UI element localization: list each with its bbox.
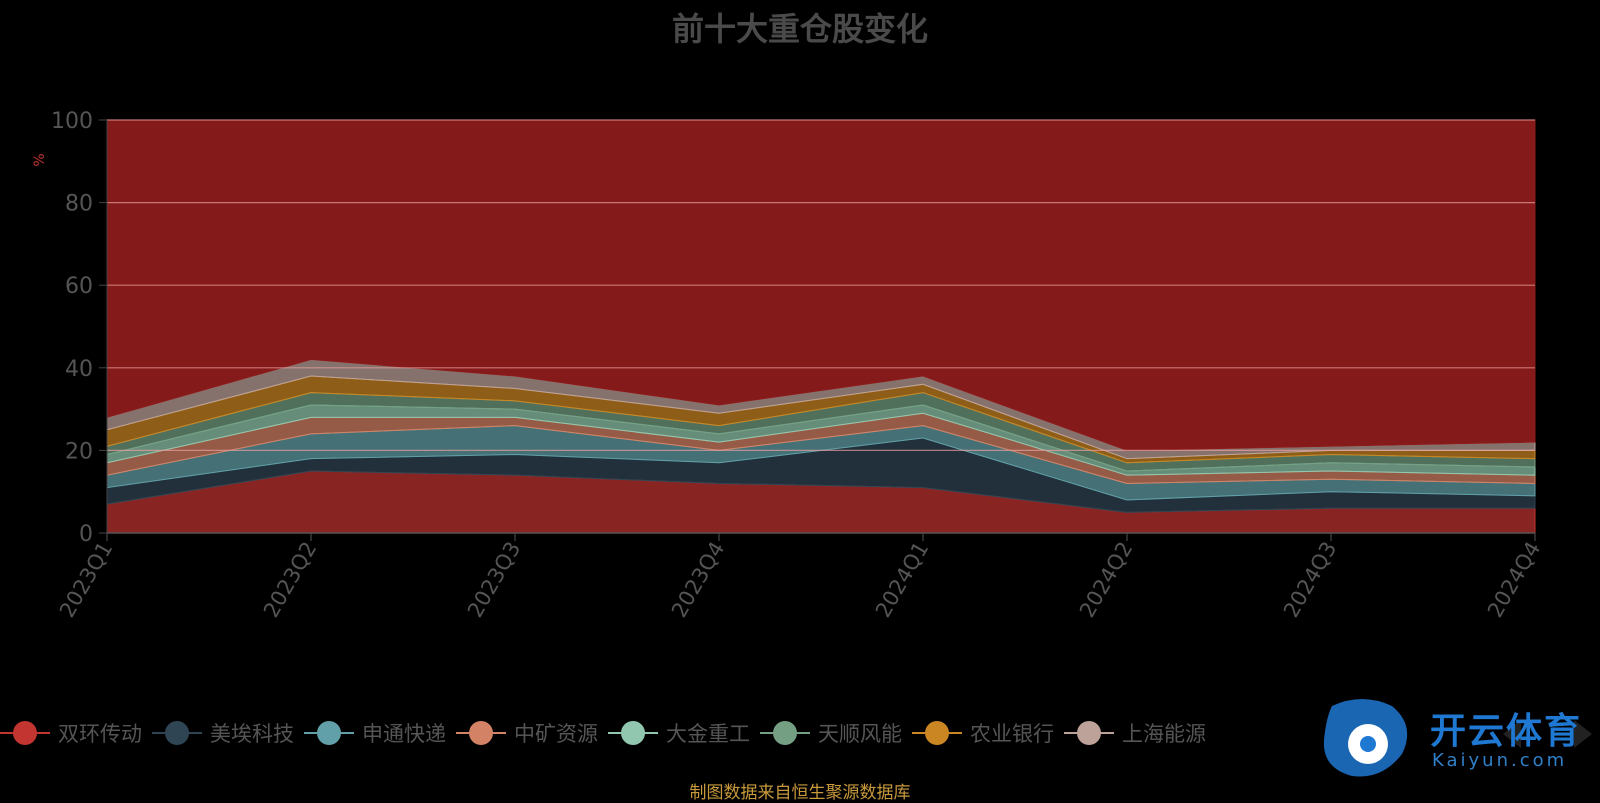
- legend-item[interactable]: 美埃科技: [152, 718, 294, 748]
- y-axis-unit: %: [32, 153, 48, 166]
- legend-marker-icon: [912, 721, 962, 745]
- legend-label: 天顺风能: [818, 722, 902, 746]
- legend-marker-icon: [0, 721, 50, 745]
- legend-label: 上海能源: [1122, 722, 1206, 746]
- series-areas: [106, 119, 1536, 534]
- y-tick-label: 0: [79, 522, 93, 547]
- x-tick-label: 2024Q4: [1483, 538, 1545, 622]
- source-note: 制图数据来自恒生聚源数据库: [689, 783, 911, 803]
- x-tick-label: 2023Q2: [259, 538, 321, 622]
- legend-item[interactable]: 双环传动: [0, 718, 142, 748]
- legend-item[interactable]: 天顺风能: [760, 718, 902, 748]
- chart-title: 前十大重仓股变化: [671, 10, 928, 48]
- y-tick-label: 20: [65, 439, 93, 464]
- legend-label: 大金重工: [666, 722, 750, 746]
- legend-marker-icon: [1064, 721, 1114, 745]
- x-axis: 2023Q1 2023Q2 2023Q3 2023Q4 2024Q1 2024Q2 2024…: [55, 532, 1545, 622]
- gridlines: [107, 119, 1535, 451]
- legend-prev-arrow-icon[interactable]: [1503, 720, 1521, 748]
- x-tick-label: 2023Q4: [667, 538, 729, 622]
- watermark-text: 开云体育: [1430, 711, 1583, 752]
- y-tick-label: 60: [65, 274, 93, 299]
- legend-item[interactable]: 申通快递: [304, 718, 446, 748]
- legend-marker-icon: [608, 721, 658, 745]
- legend-label: 农业银行: [970, 722, 1054, 746]
- legend-label: 美埃科技: [210, 722, 294, 746]
- legend-label: 双环传动: [58, 722, 142, 746]
- legend-item[interactable]: 农业银行: [912, 718, 1054, 748]
- legend-item[interactable]: 中矿资源: [456, 718, 598, 748]
- legend-marker-icon: [760, 721, 810, 745]
- legend-marker-icon: [152, 721, 202, 745]
- legend-label: 申通快递: [362, 722, 446, 746]
- legend: 双环传动 美埃科技 申通快递 中矿资源 大金重工 天顺风能 农业银行 上海能源: [0, 716, 1216, 750]
- watermark-logo: 开云体育 Kaiyun.com: [1312, 696, 1600, 782]
- legend-marker-icon: [304, 721, 354, 745]
- legend-item[interactable]: 大金重工: [608, 718, 750, 748]
- x-tick-label: 2023Q1: [55, 538, 117, 622]
- y-tick-label: 80: [65, 192, 93, 217]
- x-tick-label: 2024Q1: [871, 538, 933, 622]
- y-tick-label: 40: [65, 357, 93, 382]
- y-tick-label: 100: [51, 109, 93, 134]
- legend-marker-icon: [456, 721, 506, 745]
- y-axis: 0 20 40 60 80 100: [51, 109, 108, 547]
- logo-mark-icon: [1323, 699, 1408, 777]
- legend-label: 中矿资源: [514, 722, 598, 746]
- x-tick-label: 2023Q3: [463, 538, 525, 622]
- x-tick-label: 2024Q2: [1075, 538, 1137, 622]
- legend-item[interactable]: 上海能源: [1064, 718, 1206, 748]
- watermark-subtext: Kaiyun.com: [1432, 750, 1568, 771]
- legend-next-arrow-icon[interactable]: [1574, 720, 1592, 748]
- x-tick-label: 2024Q3: [1279, 538, 1341, 622]
